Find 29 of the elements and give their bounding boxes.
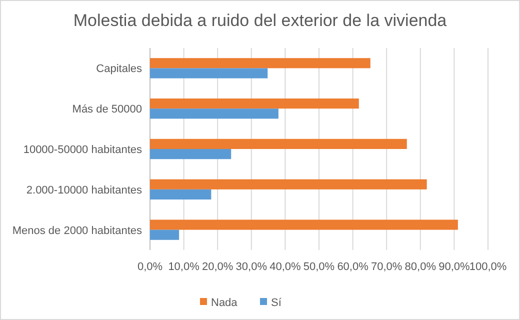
x-tick-label: 40,0%: [270, 261, 302, 273]
bar: [150, 58, 370, 68]
x-tick-label: 80,0%: [404, 261, 436, 273]
bar: [150, 189, 212, 200]
bar: [150, 98, 359, 109]
x-tick-label: 50,0%: [303, 261, 335, 273]
x-tick-label: 90,0%: [438, 261, 470, 273]
legend-label: Nada: [211, 297, 238, 309]
bar: [150, 108, 278, 119]
y-tick-label: Capitales: [96, 63, 142, 76]
legend-label: Sí: [271, 297, 282, 309]
bar: [150, 179, 427, 190]
y-tick-label: Más de 50000: [72, 104, 142, 116]
chart-title: Molestia debida a ruido del exterior de la vivienda: [73, 11, 448, 30]
x-tick-label: 20,0%: [202, 261, 234, 273]
x-tick-label: 10,0%: [168, 261, 200, 273]
x-tick-label: 0,0%: [137, 261, 163, 273]
bar: [150, 68, 268, 78]
x-tick-label: 60,0%: [337, 261, 369, 273]
y-tick-label: 10000-50000 habitantes: [23, 144, 142, 156]
y-tick-label: 2.000-10000 habitantes: [26, 184, 142, 196]
x-tick-label: 100,0%: [469, 261, 507, 273]
bar: [150, 149, 232, 160]
x-tick-label: 70,0%: [371, 261, 402, 273]
x-tick-label: 30,0%: [236, 261, 268, 273]
y-tick-label: Menos de 2000 habitantes: [12, 224, 142, 237]
bar: [150, 230, 180, 240]
bar: [150, 220, 458, 230]
bar: [150, 138, 407, 149]
